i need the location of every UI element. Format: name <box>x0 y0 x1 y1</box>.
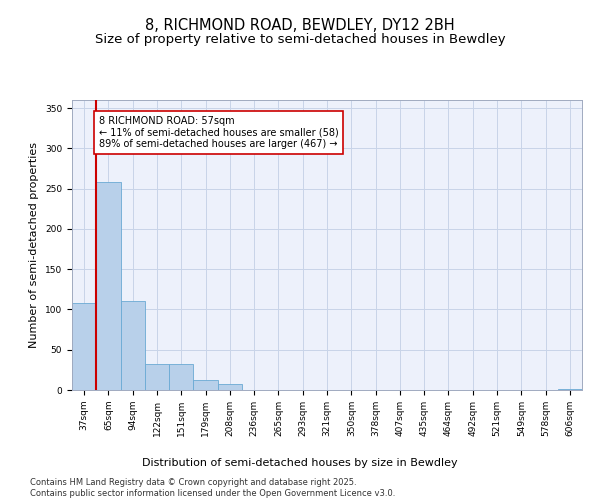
Bar <box>145 364 169 390</box>
Text: 8 RICHMOND ROAD: 57sqm
← 11% of semi-detached houses are smaller (58)
89% of sem: 8 RICHMOND ROAD: 57sqm ← 11% of semi-det… <box>99 116 338 150</box>
Bar <box>558 389 582 390</box>
Bar <box>96 182 121 390</box>
Bar <box>218 384 242 390</box>
Text: Size of property relative to semi-detached houses in Bewdley: Size of property relative to semi-detach… <box>95 32 505 46</box>
Bar <box>72 303 96 390</box>
Bar <box>169 364 193 390</box>
Bar <box>121 302 145 390</box>
Text: Contains HM Land Registry data © Crown copyright and database right 2025.
Contai: Contains HM Land Registry data © Crown c… <box>30 478 395 498</box>
Text: Distribution of semi-detached houses by size in Bewdley: Distribution of semi-detached houses by … <box>142 458 458 468</box>
Text: 8, RICHMOND ROAD, BEWDLEY, DY12 2BH: 8, RICHMOND ROAD, BEWDLEY, DY12 2BH <box>145 18 455 32</box>
Bar <box>193 380 218 390</box>
Y-axis label: Number of semi-detached properties: Number of semi-detached properties <box>29 142 40 348</box>
